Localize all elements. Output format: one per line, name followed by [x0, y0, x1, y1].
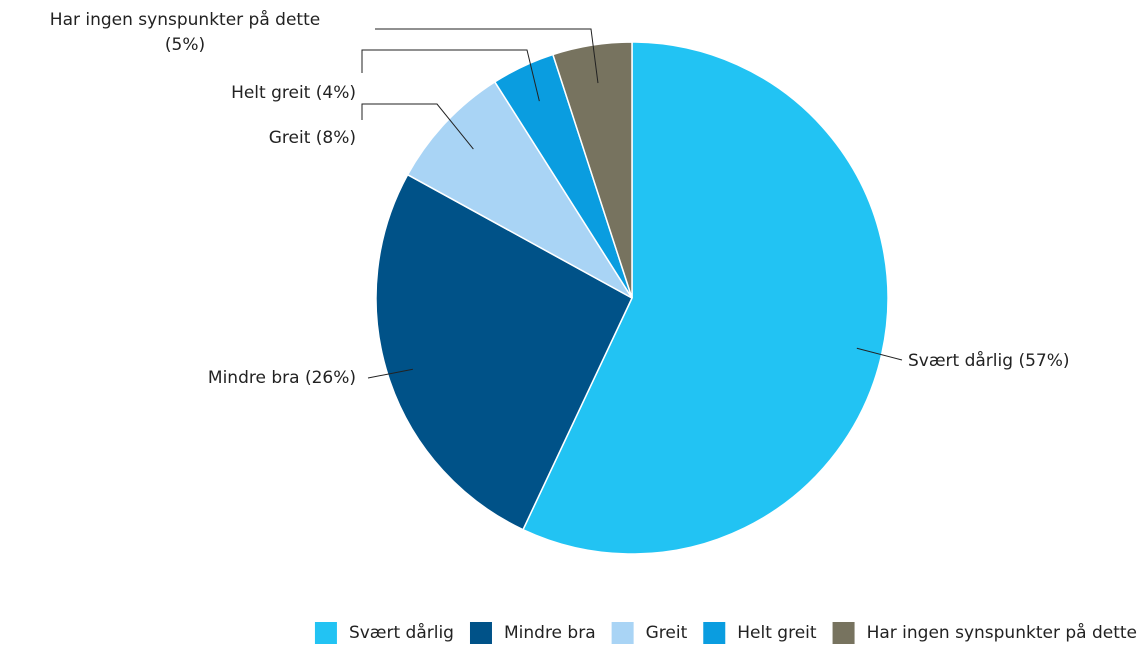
legend-swatch — [703, 622, 726, 644]
leader-line — [375, 28, 599, 84]
legend-label: Har ingen synspunkter på dette — [867, 622, 1137, 643]
data-label: Helt greit (4%) — [231, 83, 356, 103]
pie-slice — [406, 80, 633, 299]
data-label: Greit (8%) — [269, 128, 356, 148]
leader-line — [856, 347, 903, 361]
data-label: Har ingen synspunkter på dette (5%) — [50, 9, 320, 55]
legend-label: Svært dårlig — [349, 622, 454, 643]
legend-swatch — [611, 622, 634, 644]
legend-swatch — [832, 622, 855, 644]
legend-label: Greit — [646, 623, 688, 643]
pie-slice — [522, 41, 889, 555]
legend-swatch — [314, 622, 337, 644]
leader-line — [361, 103, 474, 150]
data-label-line: (5%) — [165, 35, 205, 55]
data-label: Svært dårlig (57%) — [908, 350, 1070, 371]
legend-swatch — [469, 622, 492, 644]
data-label: Mindre bra (26%) — [208, 368, 356, 388]
data-label-line: Har ingen synspunkter på dette — [50, 9, 320, 30]
legend-label: Helt greit — [737, 623, 817, 643]
leader-line — [361, 49, 540, 102]
leader-line — [367, 368, 413, 379]
pie-slice — [551, 41, 633, 299]
legend-label: Mindre bra — [504, 623, 596, 643]
legend: Svært dårlig Mindre bra Greit Helt greit Har… — [314, 622, 1137, 644]
